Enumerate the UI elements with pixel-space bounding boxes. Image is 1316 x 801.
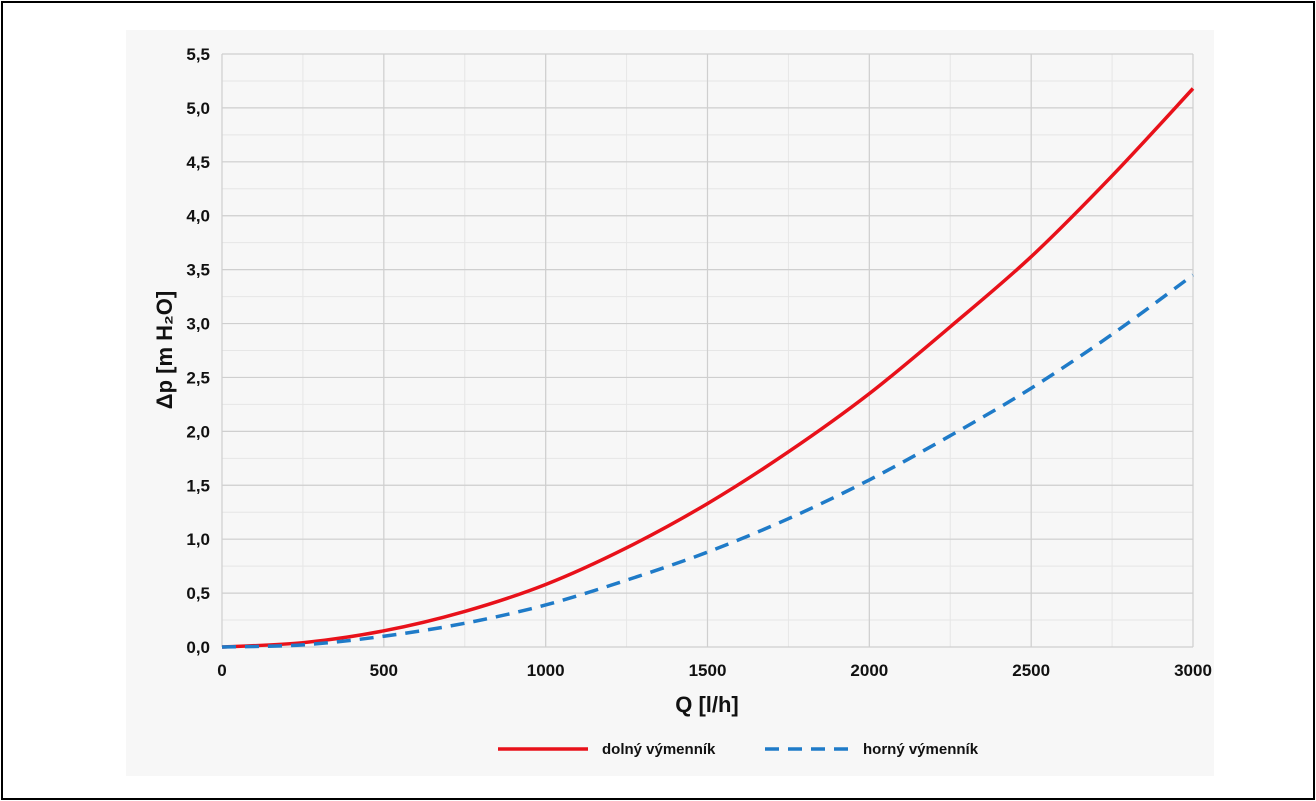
x-tick-label: 2500 [1012, 661, 1050, 680]
y-tick-label: 3,5 [186, 261, 210, 280]
legend: dolný výmenník horný výmenník [498, 741, 979, 758]
legend-label-1: dolný výmenník [602, 741, 716, 758]
y-tick-label: 2,5 [186, 368, 210, 387]
x-axis-ticks: 0 500 1000 1500 2000 2500 3000 [217, 661, 1212, 680]
x-tick-label: 500 [370, 661, 398, 680]
chart-background [126, 30, 1214, 776]
major-gridlines [221, 53, 1194, 648]
y-tick-label: 1,0 [186, 530, 210, 549]
y-tick-label: 4,5 [186, 153, 210, 172]
y-tick-label: 5,5 [186, 45, 210, 64]
y-tick-label: 2,0 [186, 422, 210, 441]
series-lines [221, 87, 1195, 649]
y-tick-label: 5,0 [186, 99, 210, 118]
y-tick-label: 0,0 [186, 638, 210, 657]
x-tick-label: 2000 [850, 661, 888, 680]
series-line-1 [221, 87, 1195, 649]
legend-label-2: horný výmenník [863, 741, 979, 758]
x-tick-label: 1500 [689, 661, 727, 680]
x-tick-label: 3000 [1174, 661, 1212, 680]
y-tick-label: 3,0 [186, 315, 210, 334]
x-tick-label: 1000 [527, 661, 565, 680]
y-tick-label: 4,0 [186, 207, 210, 226]
y-tick-label: 0,5 [186, 584, 210, 603]
x-tick-label: 0 [217, 661, 226, 680]
y-tick-label: 1,5 [186, 476, 210, 495]
y-axis-title: Δp [m H₂O] [152, 291, 177, 409]
series-line-2 [221, 273, 1195, 649]
y-axis-ticks: 0,0 0,5 1,0 1,5 2,0 2,5 3,0 3,5 4,0 4,5 5,0 5,5 [186, 45, 210, 657]
x-axis-title: Q [l/h] [675, 692, 739, 717]
